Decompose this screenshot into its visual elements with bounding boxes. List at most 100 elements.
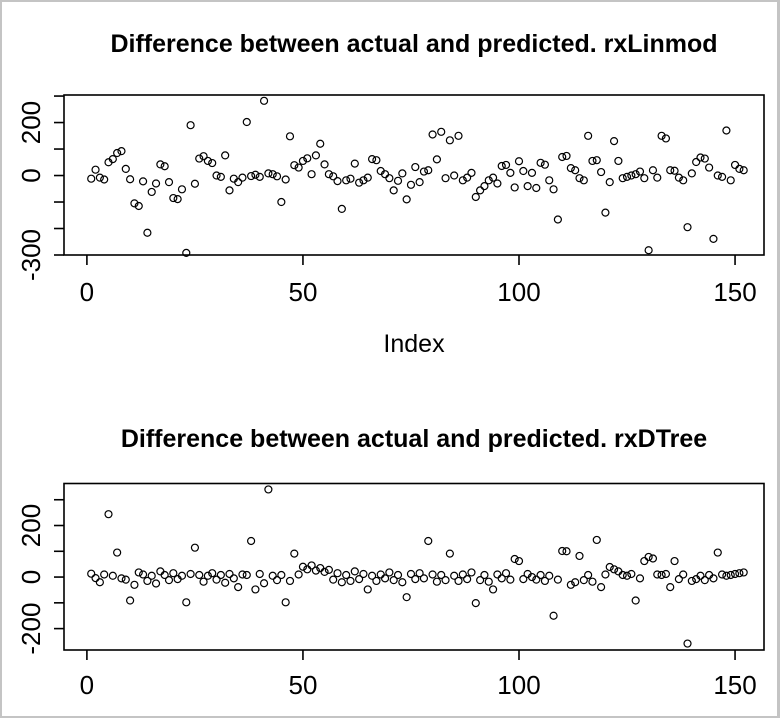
data-point [402, 195, 411, 204]
data-point [104, 510, 113, 519]
data-point [506, 575, 515, 584]
data-point [717, 172, 727, 181]
data-point [471, 192, 480, 202]
data-point [523, 182, 532, 191]
data-point [463, 173, 472, 182]
data-point [705, 163, 714, 172]
data-point [735, 569, 744, 578]
data-point [208, 158, 217, 168]
data-point [437, 570, 446, 580]
data-point [342, 570, 351, 580]
data-point [609, 136, 619, 146]
data-point [683, 639, 692, 648]
data-point [584, 131, 593, 140]
data-point [696, 571, 705, 580]
data-point [208, 569, 217, 578]
data-point [264, 169, 273, 178]
data-point [190, 543, 200, 552]
data-point [566, 580, 575, 589]
data-point [501, 160, 511, 170]
data-point [545, 176, 554, 185]
data-point [484, 176, 493, 185]
data-point [722, 126, 731, 135]
data-point [575, 551, 584, 561]
data-point [497, 161, 506, 171]
data-point [385, 568, 394, 577]
data-point [432, 577, 442, 586]
data-point [294, 163, 303, 172]
data-point [605, 562, 614, 572]
data-point [592, 156, 601, 165]
data-point [700, 576, 709, 585]
data-point [389, 186, 398, 195]
data-point [246, 536, 256, 546]
data-point [549, 611, 558, 620]
data-point [445, 549, 454, 558]
data-point [596, 167, 606, 177]
data-point [190, 179, 200, 188]
x-tick-label: 100 [497, 277, 540, 307]
data-point [138, 570, 148, 579]
data-point [259, 579, 269, 588]
data-point [463, 575, 472, 584]
data-point [160, 570, 169, 580]
data-point [117, 574, 126, 583]
x-tick-label: 50 [288, 670, 317, 700]
data-point [126, 175, 135, 184]
data-point [95, 173, 104, 182]
chart-title-rxlinmod: Difference between actual and predicted.… [110, 30, 718, 58]
data-point [199, 152, 208, 161]
data-point [514, 556, 524, 566]
x-tick-label: 50 [288, 277, 317, 307]
data-point [138, 177, 148, 186]
data-point [367, 571, 377, 580]
data-point [476, 576, 485, 585]
data-point [644, 552, 653, 562]
data-point [363, 173, 372, 182]
data-point [506, 168, 515, 177]
data-point [177, 571, 187, 580]
data-point [238, 570, 247, 579]
data-point [739, 568, 748, 577]
data-point [195, 570, 204, 580]
data-point [268, 170, 277, 179]
data-point [419, 574, 429, 583]
data-point [696, 153, 705, 162]
data-point [635, 574, 645, 583]
data-point [164, 178, 174, 187]
data-point [177, 185, 187, 194]
data-point [359, 569, 368, 579]
data-point [726, 570, 735, 580]
data-point [601, 570, 610, 579]
data-point [709, 234, 718, 243]
data-point [169, 193, 178, 203]
data-point [411, 162, 420, 172]
x-tick-label: 150 [713, 277, 756, 307]
data-point [713, 548, 722, 557]
data-point [182, 598, 191, 607]
data-point [281, 598, 290, 607]
data-point [424, 166, 433, 175]
data-point [329, 172, 338, 181]
y-tick-label: 0 [16, 168, 46, 182]
data-point [558, 152, 567, 162]
data-point [147, 571, 156, 580]
data-point [488, 585, 498, 594]
data-point [536, 570, 545, 580]
x-tick-label: 100 [497, 670, 540, 700]
data-point [320, 160, 329, 169]
chart-title-rxdtree: Difference between actual and predicted.… [120, 425, 708, 453]
x-axis-label-index: Index [383, 330, 445, 358]
data-point [372, 156, 381, 165]
data-point [147, 187, 156, 197]
data-point [631, 596, 640, 605]
data-point [532, 575, 541, 584]
data-point [627, 569, 636, 579]
data-point [199, 577, 208, 586]
data-point [618, 174, 627, 183]
data-point [298, 156, 308, 166]
data-point [212, 171, 221, 180]
data-point [216, 172, 225, 181]
data-point [458, 570, 467, 579]
data-point [173, 195, 182, 204]
